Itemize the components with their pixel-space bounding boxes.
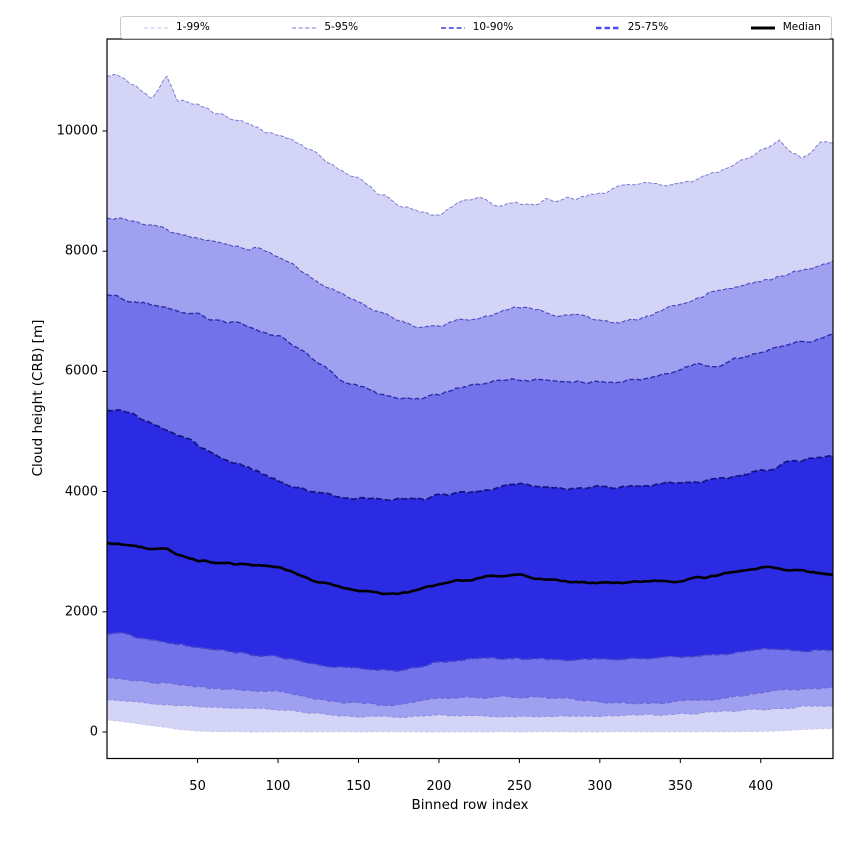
y-axis-label: Cloud height (CRB) [m]: [30, 319, 46, 477]
legend-line-sample-icon: [144, 26, 168, 29]
plot-border: [106, 38, 834, 760]
x-tick-label: 150: [346, 779, 371, 794]
legend-label: 10-90%: [472, 21, 514, 33]
y-tick-label: 4000: [64, 484, 98, 500]
x-tick-label: 200: [426, 779, 452, 794]
percentile-line-lower-25-75%: [106, 631, 834, 673]
legend-item-5-95%: 5-95%: [291, 22, 358, 33]
x-tick-label: 350: [667, 779, 693, 794]
x-tick-label: 300: [587, 779, 613, 794]
legend-line-sample-icon: [440, 26, 465, 29]
y-tick-label: 10000: [56, 123, 98, 139]
x-axis-label: Binned row index: [411, 797, 529, 813]
legend-label: 5-95%: [324, 21, 359, 33]
legend-item-25-75%: 25-75%: [595, 21, 669, 33]
percentile-line-lower-10-90%: [107, 676, 834, 707]
legend-line-sample-icon: [595, 26, 620, 29]
x-tick-label: 50: [189, 779, 206, 794]
band-25-75%: [107, 409, 833, 672]
legend-item-Median: Median: [750, 22, 821, 33]
percentile-line-lower-1-99%: [106, 719, 834, 733]
legend-label: Median: [782, 21, 821, 33]
legend-item-10-90%: 10-90%: [440, 21, 514, 33]
x-tick-label: 250: [506, 779, 532, 794]
legend-line-sample-icon: [292, 26, 317, 29]
percentile-line-upper-5-95%: [106, 217, 834, 329]
percentile-line-upper-10-90%: [107, 294, 834, 400]
y-tick-label: 2000: [64, 604, 98, 620]
y-tick-label: 8000: [64, 243, 98, 259]
legend-item-1-99%: 1-99%: [143, 22, 210, 33]
x-tick-label: 100: [265, 779, 291, 794]
median-line: [106, 541, 834, 596]
legend-label: 25-75%: [627, 21, 669, 33]
y-tick-label: 6000: [64, 363, 98, 379]
legend-label: 1-99%: [176, 21, 210, 33]
legend: 1-99% 5-95% 10-90% 25-75% Median: [120, 16, 832, 39]
percentile-line-upper-1-99%: [106, 73, 834, 216]
x-tick-label: 400: [748, 779, 774, 794]
legend-line-sample-icon: [750, 26, 775, 29]
percentile-line-upper-25-75%: [106, 409, 834, 502]
y-tick-label: 0: [89, 724, 98, 740]
